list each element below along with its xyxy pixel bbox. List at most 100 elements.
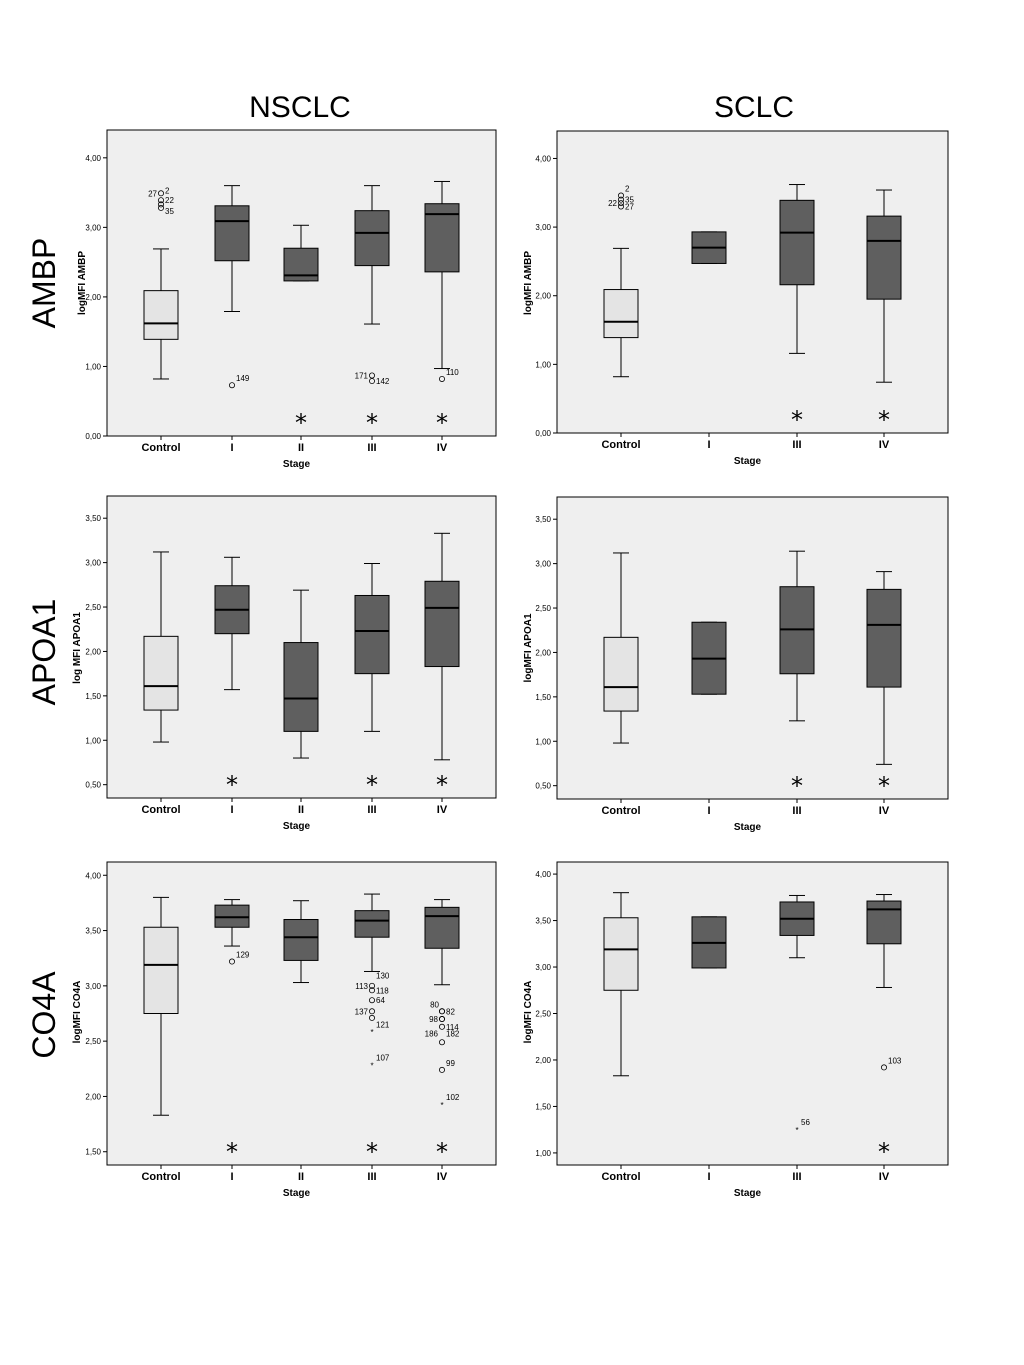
chart-panel-nsclc-apoa1: 0,50 1,00 1,50 2,00 2,50 3,00 3,50 log MFI APOA… bbox=[72, 495, 497, 832]
box-iqr bbox=[283, 642, 319, 732]
significance-asterisk: * bbox=[791, 406, 803, 434]
significance-asterisk: * bbox=[366, 1138, 378, 1166]
x-tick-label: Control bbox=[601, 1171, 640, 1183]
box-iqr bbox=[424, 580, 460, 668]
outlier-label: 107 bbox=[376, 1053, 390, 1062]
outlier-label: 64 bbox=[376, 996, 385, 1005]
x-axis-title: Stage bbox=[734, 822, 762, 833]
significance-asterisk: * bbox=[791, 772, 803, 800]
extreme-point: * bbox=[795, 1126, 798, 1135]
y-axis-title: logMFI CO4A bbox=[72, 981, 83, 1044]
box-iqr bbox=[866, 900, 902, 945]
outlier-label: 22 bbox=[165, 196, 174, 205]
x-axis-title: Stage bbox=[734, 1188, 762, 1199]
significance-asterisk: * bbox=[226, 771, 238, 799]
significance-asterisk: * bbox=[878, 772, 890, 800]
y-tick-label: 3,50 bbox=[535, 917, 551, 926]
outlier-label: 2 bbox=[625, 185, 630, 194]
y-tick-label: 1,00 bbox=[535, 360, 551, 369]
outlier-label: 171 bbox=[355, 371, 369, 380]
y-tick-label: 2,50 bbox=[85, 1037, 101, 1046]
x-tick-label: III bbox=[792, 1171, 801, 1183]
box-i bbox=[691, 621, 727, 695]
x-axis-title: Stage bbox=[734, 456, 762, 467]
y-tick-label: 2,00 bbox=[535, 1056, 551, 1065]
box-iii bbox=[779, 550, 815, 722]
box-iqr bbox=[143, 635, 179, 711]
box-iqr bbox=[354, 210, 390, 267]
box-ii bbox=[283, 900, 319, 984]
box-iqr bbox=[214, 205, 250, 262]
y-axis-title: logMFI CO4A bbox=[523, 981, 534, 1044]
box-i bbox=[691, 916, 727, 969]
y-axis-title: logMFI AMBP bbox=[77, 251, 88, 315]
y-tick-label: 2,00 bbox=[535, 292, 551, 301]
outlier-label: 110 bbox=[446, 368, 459, 377]
box-iqr bbox=[779, 199, 815, 286]
significance-asterisk: * bbox=[295, 409, 307, 437]
outlier-label: 142 bbox=[376, 377, 390, 386]
outlier-point bbox=[438, 375, 445, 382]
box-iii bbox=[779, 894, 815, 959]
x-tick-label: I bbox=[230, 1171, 233, 1183]
y-tick-label: 2,00 bbox=[85, 1092, 101, 1101]
box-iqr bbox=[866, 215, 902, 300]
y-tick-label: 3,00 bbox=[535, 560, 551, 569]
outlier-label: 27 bbox=[148, 189, 157, 198]
box-iqr bbox=[866, 588, 902, 688]
box-ii bbox=[283, 224, 319, 282]
y-tick-label: 1,00 bbox=[535, 1149, 551, 1158]
y-tick-label: 1,00 bbox=[85, 736, 101, 745]
outlier-label: 22 bbox=[608, 199, 617, 208]
y-tick-label: 1,50 bbox=[535, 693, 551, 702]
plot-area bbox=[106, 129, 497, 437]
x-tick-label: Control bbox=[141, 442, 180, 454]
box-control bbox=[603, 247, 639, 378]
outlier-label: 186 bbox=[425, 1029, 439, 1038]
box-iqr bbox=[143, 290, 179, 340]
chart-panel-sclc-apoa1: 0,50 1,00 1,50 2,00 2,50 3,00 3,50 logMFI APOA1… bbox=[523, 496, 949, 833]
x-tick-label: I bbox=[707, 1171, 710, 1183]
box-iqr bbox=[603, 917, 639, 991]
y-tick-label: 3,50 bbox=[535, 515, 551, 524]
outlier-point bbox=[368, 1008, 375, 1015]
y-tick-label: 4,00 bbox=[535, 154, 551, 163]
outlier-point bbox=[228, 382, 235, 389]
x-tick-label: IV bbox=[437, 1171, 448, 1183]
box-i bbox=[214, 899, 250, 947]
significance-asterisk: * bbox=[436, 409, 448, 437]
outlier-label: 2 bbox=[165, 187, 170, 196]
y-tick-label: 3,00 bbox=[85, 223, 101, 232]
box-iv bbox=[424, 180, 460, 370]
y-axis-title: logMFI AMBP bbox=[523, 251, 534, 315]
box-iii bbox=[779, 184, 815, 354]
significance-asterisk: * bbox=[226, 1138, 238, 1166]
outlier-label: 99 bbox=[446, 1059, 455, 1068]
x-tick-label: II bbox=[298, 804, 304, 816]
x-axis-title: Stage bbox=[283, 821, 311, 832]
y-tick-label: 1,50 bbox=[535, 1102, 551, 1111]
outlier-point bbox=[228, 958, 235, 965]
outlier-label: 103 bbox=[888, 1056, 902, 1065]
box-iii bbox=[354, 563, 390, 732]
box-iii bbox=[354, 185, 390, 325]
outlier-label: 182 bbox=[446, 1029, 460, 1038]
outlier-label: 130 bbox=[376, 972, 390, 981]
outlier-point bbox=[368, 1014, 375, 1021]
y-tick-label: 2,00 bbox=[85, 647, 101, 656]
box-iqr bbox=[603, 636, 639, 712]
y-tick-label: 1,00 bbox=[85, 362, 101, 371]
chart-panel-nsclc-co4a: 1,50 2,00 2,50 3,00 3,50 4,00 logMFI CO4A Contr… bbox=[72, 861, 497, 1199]
box-iqr bbox=[214, 904, 250, 928]
outlier-label: 35 bbox=[165, 207, 174, 216]
x-tick-label: II bbox=[298, 442, 304, 454]
box-ii bbox=[283, 589, 319, 759]
y-tick-label: 3,00 bbox=[535, 223, 551, 232]
y-tick-label: 2,50 bbox=[535, 1010, 551, 1019]
box-iqr bbox=[424, 906, 460, 949]
outlier-label: 121 bbox=[376, 1021, 390, 1030]
y-tick-label: 4,00 bbox=[535, 870, 551, 879]
x-tick-label: IV bbox=[879, 805, 890, 817]
x-tick-label: II bbox=[298, 1171, 304, 1183]
outlier-point bbox=[157, 197, 164, 204]
